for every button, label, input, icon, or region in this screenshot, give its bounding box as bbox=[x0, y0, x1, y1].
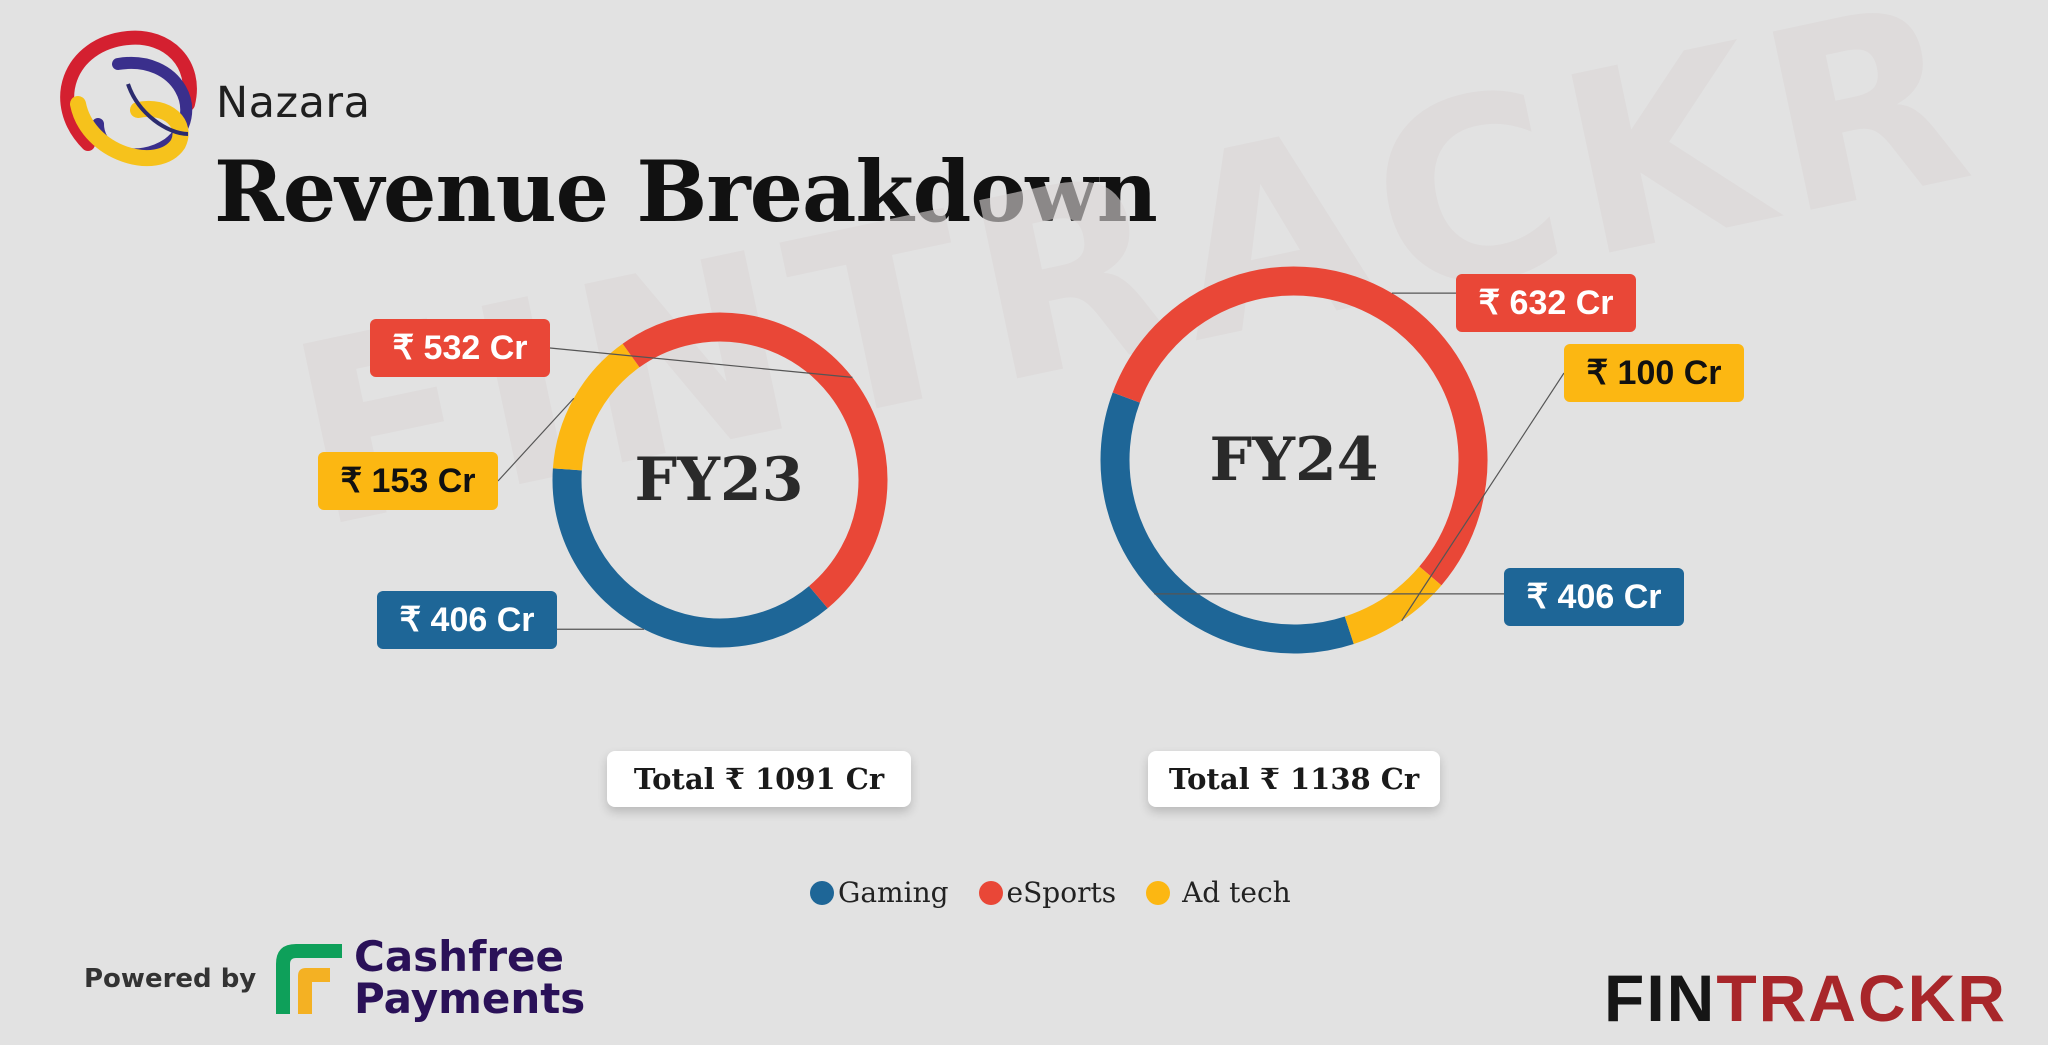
legend-dot-gaming bbox=[810, 880, 834, 905]
leader-line-fy24-adtech bbox=[1401, 372, 1565, 622]
donut-chart-fy23 bbox=[497, 312, 888, 648]
legend-item-gaming: Gaming bbox=[810, 876, 949, 909]
value-label-fy23-gaming: ₹ 406 Cr bbox=[377, 591, 557, 649]
value-label-fy23-esports: ₹ 532 Cr bbox=[370, 319, 550, 377]
total-box-fy24: Total ₹ 1138 Cr bbox=[1148, 751, 1440, 807]
legend-label-esports: eSports bbox=[1006, 876, 1117, 909]
cashfree-line-2: Payments bbox=[354, 974, 586, 1023]
donut-slice-fy24-adtech bbox=[1344, 566, 1442, 645]
total-box-fy23: Total ₹ 1091 Cr bbox=[607, 751, 911, 807]
donut-slice-fy23-adtech bbox=[552, 343, 640, 471]
value-label-fy24-esports: ₹ 632 Cr bbox=[1456, 274, 1636, 332]
legend-label-adtech: Ad tech bbox=[1182, 876, 1291, 909]
fintrackr-logo: FINTRACKR bbox=[1604, 960, 2007, 1036]
donut-slice-fy24-gaming bbox=[1100, 392, 1354, 654]
legend-dot-esports bbox=[978, 880, 1003, 905]
value-label-fy24-gaming: ₹ 406 Cr bbox=[1504, 568, 1684, 626]
donut-slice-fy23-esports bbox=[622, 312, 888, 609]
cashfree-line-1: Cashfree bbox=[354, 932, 565, 981]
chart-center-label-fy23: FY23 bbox=[634, 445, 804, 515]
value-label-fy23-adtech: ₹ 153 Cr bbox=[318, 452, 498, 510]
cashfree-logo-text: Cashfree Payments bbox=[354, 936, 585, 1020]
leader-line-fy23-esports bbox=[549, 347, 853, 378]
legend: Gaming eSports Ad tech bbox=[810, 876, 1321, 909]
legend-item-adtech: Ad tech bbox=[1146, 876, 1291, 909]
legend-item-esports: eSports bbox=[978, 876, 1117, 909]
page-title: Revenue Breakdown bbox=[214, 142, 1158, 241]
donut-slice-fy24-esports bbox=[1112, 266, 1488, 586]
powered-by-text: Powered by bbox=[84, 964, 257, 994]
value-label-fy24-adtech: ₹ 100 Cr bbox=[1564, 344, 1744, 402]
nazara-logo-icon bbox=[60, 30, 197, 167]
legend-label-gaming: Gaming bbox=[838, 876, 949, 909]
donut-slice-fy23-gaming bbox=[552, 468, 828, 648]
legend-dot-adtech bbox=[1146, 880, 1171, 905]
fintrackr-logo-part2: TRACKR bbox=[1716, 961, 2007, 1035]
chart-center-label-fy24: FY24 bbox=[1209, 425, 1379, 495]
leader-line-fy23-adtech bbox=[497, 397, 575, 482]
cashfree-logo-icon bbox=[276, 944, 342, 1014]
fintrackr-logo-part1: FIN bbox=[1604, 961, 1717, 1035]
donut-chart-fy24 bbox=[1100, 266, 1565, 654]
brand-name: Nazara bbox=[216, 78, 371, 128]
